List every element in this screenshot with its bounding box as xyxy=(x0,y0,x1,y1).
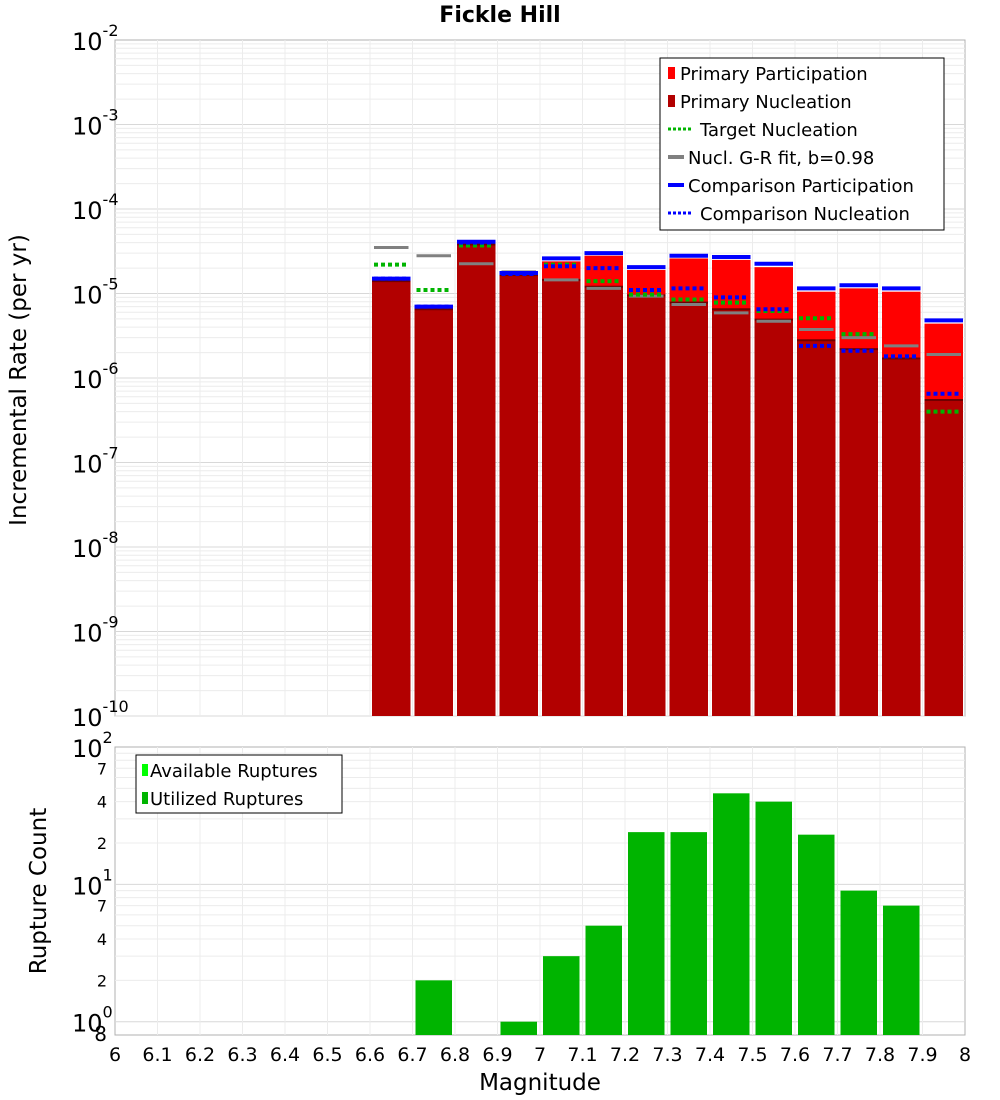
x-tick-label: 6.1 xyxy=(142,1044,172,1066)
x-tick-label: 6.2 xyxy=(185,1044,215,1066)
x-axis-label: Magnitude xyxy=(479,1070,601,1096)
top-y-tick-label: 10-4 xyxy=(72,190,119,225)
nucleation-bar xyxy=(924,399,963,716)
x-tick-label: 7 xyxy=(534,1044,546,1066)
bottom-y-tick-label: 8 xyxy=(94,1022,107,1046)
x-tick-label: 7.2 xyxy=(610,1044,640,1066)
nucleation-bar xyxy=(627,295,666,716)
bottom-y-tick-label: 101 xyxy=(72,865,113,900)
legend-label: Primary Participation xyxy=(680,64,868,85)
x-tick-label: 7.3 xyxy=(652,1044,682,1066)
bottom-y-tick-label: 7 xyxy=(97,759,107,778)
legend-label: Utilized Ruptures xyxy=(150,789,303,810)
x-tick-label: 6.7 xyxy=(397,1044,427,1066)
utilized-ruptures-bar xyxy=(670,832,707,1035)
x-tick-label: 7.4 xyxy=(695,1044,725,1066)
utilized-ruptures-bar xyxy=(628,832,665,1035)
x-tick-label: 7.5 xyxy=(737,1044,767,1066)
top-y-tick-label: 10-3 xyxy=(72,106,119,141)
legend-swatch xyxy=(668,95,675,107)
legend-label: Available Ruptures xyxy=(150,761,318,782)
nucleation-bar xyxy=(669,302,708,716)
utilized-ruptures-bar xyxy=(840,890,877,1035)
top-y-tick-label: 10-10 xyxy=(72,697,129,732)
nucleation-bar xyxy=(797,340,836,716)
legend-label: Comparison Nucleation xyxy=(700,204,910,225)
x-tick-label: 6.6 xyxy=(355,1044,385,1066)
utilized-ruptures-bar xyxy=(755,801,792,1035)
bottom-legend: Available Ruptures Utilized Ruptures xyxy=(135,754,343,814)
incremental-rate-plot: 10-10 10-9 10-8 10-7 10-6 10-5 10-4 10-3 10-2 In… xyxy=(6,21,966,732)
nucleation-bar xyxy=(372,281,411,716)
x-tick-label: 6.4 xyxy=(270,1044,300,1066)
x-tick-label: 6.5 xyxy=(312,1044,342,1066)
x-tick-label: 6 xyxy=(109,1044,121,1066)
legend-label: Comparison Participation xyxy=(688,176,914,197)
bottom-y-tick-label: 2 xyxy=(97,834,107,853)
x-tick-label: 7.7 xyxy=(822,1044,852,1066)
bottom-y-tick-label: 4 xyxy=(97,793,107,812)
utilized-ruptures-bar xyxy=(500,1021,537,1035)
bottom-y-tick-label: 102 xyxy=(72,728,113,763)
nucleation-bar xyxy=(839,349,878,716)
bottom-y-tick-label: 4 xyxy=(97,930,107,949)
legend-label: Primary Nucleation xyxy=(680,92,852,113)
top-legend-box xyxy=(659,57,945,231)
x-tick-label: 6.8 xyxy=(440,1044,470,1066)
x-tick-labels: 6 6.1 6.2 6.3 6.4 6.5 6.6 6.7 6.8 6.9 7 7.1 7.2 7.3 7.… xyxy=(109,1044,971,1066)
legend-label: Target Nucleation xyxy=(699,120,858,141)
top-y-tick-label: 10-2 xyxy=(72,21,119,56)
utilized-ruptures-bar xyxy=(798,834,835,1035)
x-tick-label: 7.6 xyxy=(780,1044,810,1066)
bottom-y-tick-label: 2 xyxy=(97,971,107,990)
top-y-axis-label: Incremental Rate (per yr) xyxy=(6,234,32,526)
nucleation-bar xyxy=(712,309,751,716)
nucleation-bar xyxy=(414,309,453,716)
utilized-ruptures-bar xyxy=(585,925,622,1035)
nucleation-bar xyxy=(882,358,921,716)
utilized-ruptures-bar xyxy=(543,956,580,1035)
top-y-tick-label: 10-7 xyxy=(72,444,119,479)
nucleation-bar xyxy=(542,279,581,716)
nucleation-bar xyxy=(457,244,496,716)
bottom-legend-box xyxy=(135,754,343,814)
x-tick-label: 7.9 xyxy=(907,1044,937,1066)
top-reference-lines xyxy=(372,239,963,414)
top-y-tick-label: 10-8 xyxy=(72,528,119,563)
top-y-tick-label: 10-6 xyxy=(72,359,119,394)
top-y-tick-label: 10-9 xyxy=(72,613,119,648)
top-bars xyxy=(372,244,963,716)
x-tick-label: 7.8 xyxy=(865,1044,895,1066)
x-tick-label: 8 xyxy=(959,1044,971,1066)
nucleation-bar xyxy=(754,319,793,716)
bottom-bars xyxy=(415,793,920,1035)
utilized-ruptures-bar xyxy=(713,793,750,1035)
x-tick-label: 6.9 xyxy=(482,1044,512,1066)
x-tick-label: 7.1 xyxy=(567,1044,597,1066)
legend-label: Nucl. G-R fit, b=0.98 xyxy=(688,148,874,169)
bottom-y-tick-label: 7 xyxy=(97,897,107,916)
nucleation-bar xyxy=(499,275,538,716)
legend-swatch xyxy=(668,67,675,79)
nucleation-bar xyxy=(584,286,623,716)
bottom-y-axis-label: Rupture Count xyxy=(26,808,52,974)
chart-title: Fickle Hill xyxy=(439,3,560,28)
top-legend: Primary Participation Primary Nucleation T… xyxy=(659,57,945,231)
legend-swatch xyxy=(142,764,148,776)
x-tick-label: 6.3 xyxy=(227,1044,257,1066)
utilized-ruptures-bar xyxy=(883,905,920,1035)
legend-swatch xyxy=(142,792,148,804)
utilized-ruptures-bar xyxy=(415,980,452,1035)
top-y-tick-label: 10-5 xyxy=(72,275,119,310)
